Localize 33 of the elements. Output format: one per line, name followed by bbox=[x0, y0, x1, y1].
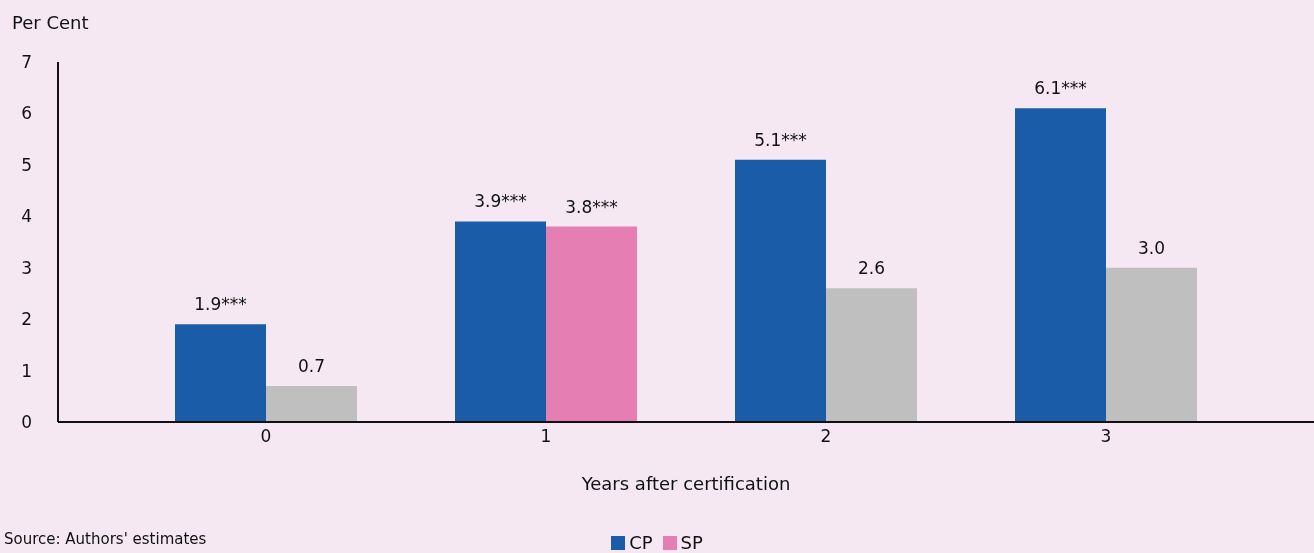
y-tick-label: 7 bbox=[21, 52, 32, 73]
y-tick-label: 5 bbox=[21, 154, 32, 175]
bar bbox=[175, 324, 266, 422]
bar bbox=[455, 221, 546, 422]
data-label: 3.8*** bbox=[565, 196, 618, 217]
legend-label: CP bbox=[628, 532, 653, 553]
bar bbox=[735, 159, 826, 422]
data-label: 3.9*** bbox=[474, 191, 527, 212]
data-label: 6.1*** bbox=[1034, 78, 1087, 99]
bar bbox=[826, 288, 917, 422]
x-tick-label: 0 bbox=[260, 426, 272, 447]
data-label: 5.1*** bbox=[754, 129, 807, 150]
y-tick-label: 6 bbox=[21, 103, 32, 124]
y-tick-label: 4 bbox=[21, 206, 32, 227]
y-tick-label: 2 bbox=[21, 309, 32, 330]
legend-label: SP bbox=[679, 532, 703, 553]
data-label: 1.9*** bbox=[194, 294, 247, 315]
x-tick-label: 2 bbox=[820, 426, 832, 447]
data-label: 2.6 bbox=[857, 258, 886, 279]
data-label: 0.7 bbox=[297, 356, 326, 376]
y-axis-title: Per Cent bbox=[12, 12, 89, 33]
bar bbox=[1106, 267, 1197, 422]
bar bbox=[1015, 108, 1106, 422]
data-label: 3.0 bbox=[1137, 237, 1166, 258]
bar bbox=[546, 226, 637, 422]
x-tick-label: 3 bbox=[1100, 426, 1112, 447]
x-axis-title: Years after certification bbox=[580, 473, 791, 494]
y-tick-label: 1 bbox=[21, 360, 32, 381]
y-tick-label: 3 bbox=[21, 257, 32, 278]
x-tick-label: 1 bbox=[540, 426, 552, 447]
source-note: Source: Authors' estimates bbox=[4, 530, 207, 548]
y-tick-label: 0 bbox=[21, 412, 32, 433]
bar bbox=[266, 386, 357, 422]
